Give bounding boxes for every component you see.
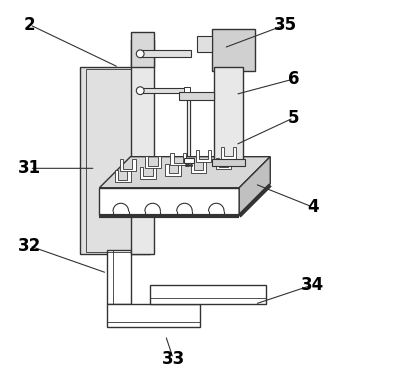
Polygon shape bbox=[216, 158, 231, 169]
Polygon shape bbox=[99, 188, 239, 215]
Bar bbox=[140, 88, 187, 93]
Circle shape bbox=[136, 87, 144, 95]
Polygon shape bbox=[239, 157, 270, 215]
Polygon shape bbox=[120, 160, 136, 171]
Bar bbox=[130, 40, 154, 254]
Polygon shape bbox=[99, 157, 270, 188]
Text: 31: 31 bbox=[18, 159, 41, 178]
Polygon shape bbox=[115, 170, 130, 182]
Polygon shape bbox=[145, 156, 161, 168]
Bar bbox=[107, 304, 200, 328]
Bar bbox=[212, 29, 255, 71]
Text: 2: 2 bbox=[24, 16, 35, 34]
Text: 5: 5 bbox=[288, 109, 299, 127]
Polygon shape bbox=[140, 167, 156, 179]
Bar bbox=[80, 67, 150, 254]
Polygon shape bbox=[191, 161, 206, 172]
Bar bbox=[86, 69, 150, 252]
Text: 4: 4 bbox=[307, 198, 319, 216]
Bar bbox=[150, 285, 266, 304]
Text: 34: 34 bbox=[301, 276, 325, 294]
Polygon shape bbox=[171, 153, 186, 165]
Polygon shape bbox=[196, 150, 211, 162]
Polygon shape bbox=[165, 164, 181, 176]
Text: 6: 6 bbox=[288, 70, 299, 88]
Bar bbox=[184, 87, 190, 92]
Text: 35: 35 bbox=[274, 16, 298, 34]
Circle shape bbox=[136, 50, 144, 58]
Bar bbox=[214, 67, 243, 165]
Bar bbox=[196, 36, 212, 52]
Polygon shape bbox=[221, 147, 237, 159]
Bar bbox=[179, 92, 214, 100]
Bar bbox=[107, 250, 130, 304]
Bar bbox=[140, 50, 191, 57]
Text: 32: 32 bbox=[18, 237, 41, 255]
Bar bbox=[212, 160, 245, 167]
Bar bbox=[184, 158, 194, 163]
Text: 33: 33 bbox=[162, 350, 185, 368]
Bar bbox=[130, 32, 154, 67]
